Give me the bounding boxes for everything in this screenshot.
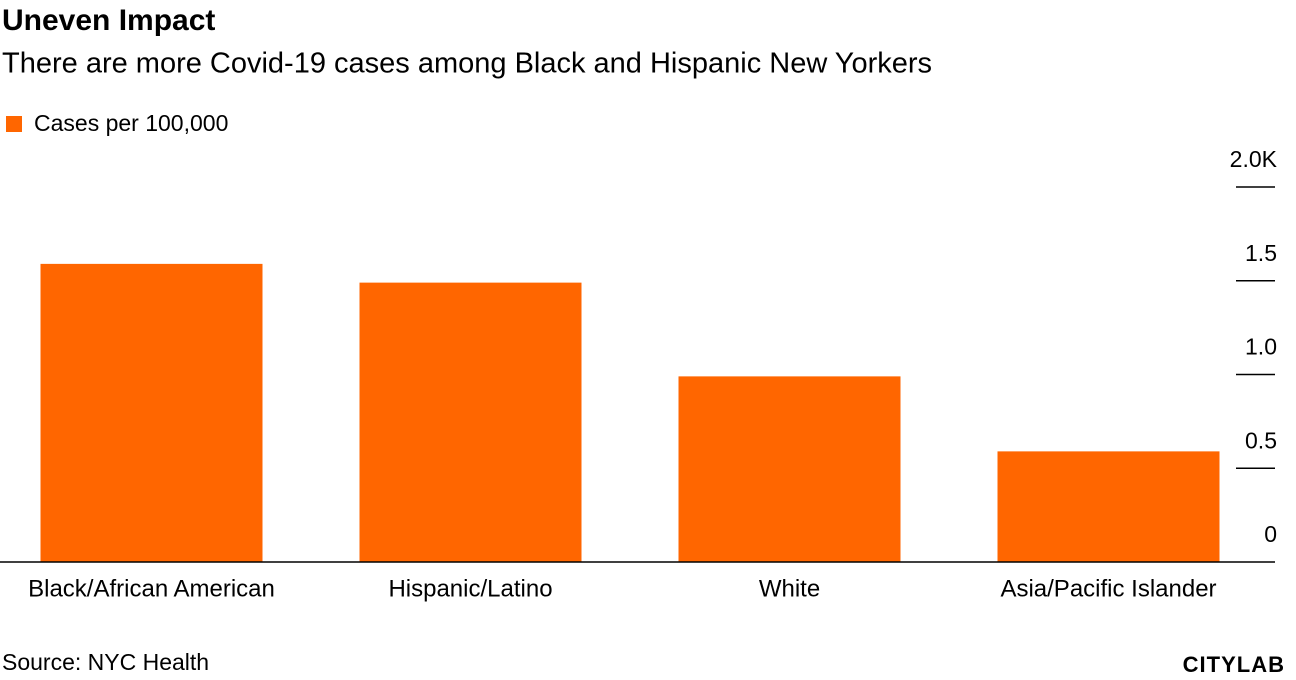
y-tick-label: 2.0K	[1230, 146, 1278, 172]
chart-subtitle: There are more Covid-19 cases among Blac…	[2, 48, 932, 80]
x-tick-label: Asia/Pacific Islander	[1000, 575, 1216, 602]
x-tick-label: Hispanic/Latino	[388, 575, 552, 602]
y-tick-label: 0	[1264, 521, 1277, 547]
y-tick-label: 0.5	[1245, 427, 1277, 453]
y-tick-label: 1.0	[1245, 334, 1277, 360]
legend-label: Cases per 100,000	[34, 110, 228, 136]
bar	[359, 282, 582, 562]
bar	[997, 451, 1220, 562]
y-tick-label: 1.5	[1245, 240, 1277, 266]
bar	[678, 376, 901, 562]
chart-title: Uneven Impact	[2, 4, 215, 37]
source: Source: NYC Health	[2, 649, 209, 675]
x-tick-label: Black/African American	[28, 575, 275, 602]
logo: CITYLAB	[1183, 652, 1285, 677]
x-tick-label: White	[759, 575, 820, 602]
legend-swatch	[6, 116, 22, 132]
bar	[40, 263, 263, 562]
